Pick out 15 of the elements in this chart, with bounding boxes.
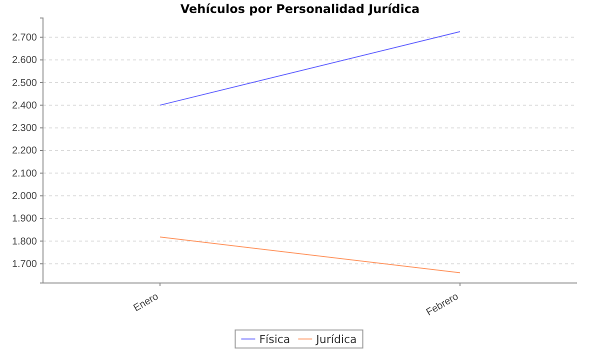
y-tick-label: 2.300 (12, 123, 38, 134)
y-tick-label: 2.100 (12, 168, 38, 180)
chart-title: Vehículos por Personalidad Jurídica (180, 2, 420, 16)
y-tick-label: 1.800 (12, 236, 38, 248)
legend-label: Jurídica (315, 333, 357, 346)
y-tick-label: 2.500 (12, 78, 38, 89)
legend-label: Física (259, 333, 290, 346)
y-tick-label: 2.400 (12, 100, 38, 112)
y-tick-label: 2.700 (12, 32, 38, 44)
y-tick-label: 1.700 (12, 258, 38, 270)
y-tick-label: 2.600 (12, 55, 38, 66)
x-tick-label: Enero (132, 291, 161, 314)
y-tick-label: 2.000 (12, 191, 38, 202)
y-tick-label: 1.900 (12, 214, 38, 225)
y-tick-label: 2.200 (12, 146, 38, 157)
